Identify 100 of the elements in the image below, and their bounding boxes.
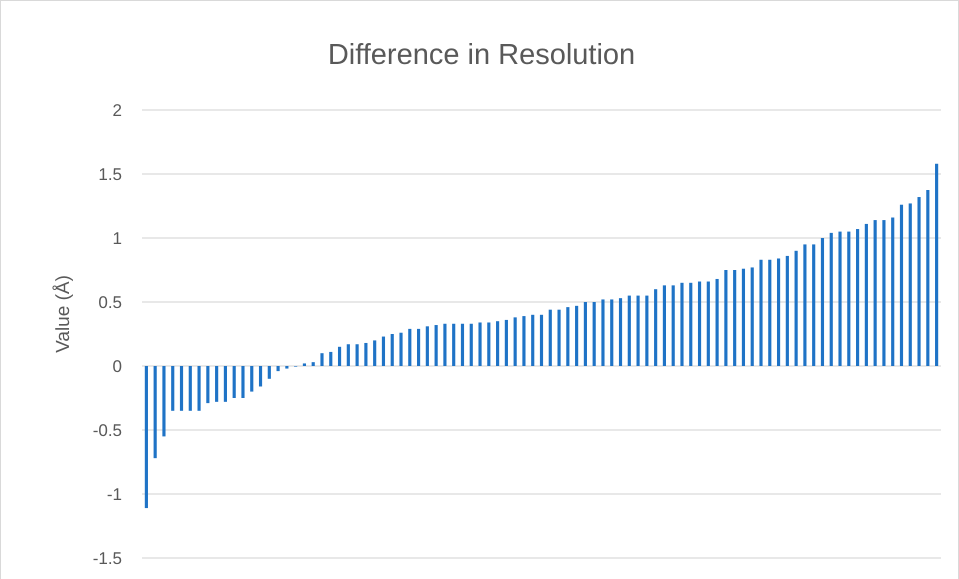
bar: [250, 366, 254, 392]
bar: [144, 366, 148, 508]
bar: [706, 282, 710, 366]
bar: [645, 296, 648, 366]
bar: [618, 298, 622, 366]
bar: [188, 366, 192, 411]
bar: [268, 366, 271, 379]
bar: [434, 325, 438, 366]
bar: [882, 220, 886, 366]
bar: [162, 366, 166, 436]
bar: [338, 346, 342, 366]
bar: [689, 282, 692, 366]
bar: [416, 328, 420, 366]
bar: [820, 238, 824, 366]
bar: [803, 244, 806, 366]
bar: [364, 342, 368, 366]
bar: [662, 285, 666, 366]
chart-title: Difference in Resolution: [328, 39, 636, 71]
bar: [232, 366, 236, 398]
bar: [716, 278, 719, 366]
bar: [329, 352, 332, 366]
bar: [838, 232, 842, 366]
bar: [672, 285, 675, 366]
bar: [856, 229, 860, 366]
y-axis-title: Value (Å): [52, 275, 74, 353]
bar: [346, 344, 350, 366]
bar: [312, 362, 315, 366]
bar: [786, 256, 789, 366]
bar: [891, 218, 894, 366]
bar: [460, 324, 464, 366]
bar: [426, 326, 429, 366]
bar: [241, 366, 245, 398]
bar: [154, 366, 157, 458]
bar: [926, 190, 930, 366]
bar: [514, 317, 517, 366]
bar: [522, 316, 526, 366]
bar: [390, 334, 394, 366]
y-tick-label: -1: [106, 484, 122, 504]
bar: [548, 310, 552, 366]
y-tick-label: 1: [112, 228, 122, 248]
bar: [592, 302, 596, 366]
bar: [917, 197, 921, 366]
bar: [197, 366, 201, 411]
bar: [874, 220, 877, 366]
bar: [724, 270, 728, 366]
bar: [680, 282, 684, 366]
bar: [575, 306, 578, 366]
bar: [698, 282, 702, 366]
bar: [180, 366, 184, 411]
bar: [487, 322, 490, 366]
bar: [557, 310, 561, 366]
y-tick-label: 0.5: [98, 292, 122, 312]
bar: [776, 258, 780, 366]
bar: [531, 314, 534, 366]
bar: [496, 321, 500, 366]
bar: [356, 344, 359, 366]
bar: [935, 164, 938, 366]
bar: [215, 366, 218, 402]
bar: [285, 366, 288, 369]
bar: [628, 296, 631, 366]
bar: [452, 324, 456, 366]
y-tick-label: 2: [112, 100, 122, 120]
bar: [540, 314, 544, 366]
bar: [171, 366, 174, 411]
bar: [373, 340, 376, 366]
bar: [224, 366, 227, 402]
bar: [759, 260, 763, 366]
bar: [302, 363, 306, 366]
bar: [504, 320, 508, 366]
bar: [794, 250, 798, 366]
bar: [276, 366, 280, 372]
bar: [258, 366, 262, 386]
bar: [654, 289, 658, 366]
bar: [470, 324, 473, 366]
bar: [443, 324, 446, 366]
bar: [812, 244, 816, 366]
bar: [830, 232, 833, 366]
bar: [320, 353, 324, 366]
y-tick-label: 0: [112, 356, 122, 376]
bar: [864, 224, 868, 366]
bar: [750, 267, 754, 366]
bar: [733, 270, 736, 366]
bar: [847, 232, 850, 366]
bar: [742, 268, 746, 366]
bar: [584, 302, 587, 366]
bar: [566, 307, 570, 366]
y-tick-label: 1.5: [98, 164, 122, 184]
bar: [382, 336, 386, 366]
bar: [908, 203, 912, 366]
bar: [610, 299, 614, 366]
bar: [478, 322, 482, 366]
bar: [206, 366, 210, 404]
y-tick-label: -0.5: [92, 420, 122, 440]
bar: [636, 296, 640, 366]
bar: [399, 332, 403, 366]
bar: [408, 328, 412, 366]
y-tick-label: -1.5: [92, 548, 122, 568]
bar: [900, 204, 904, 366]
bar: [601, 299, 605, 366]
bar: [768, 260, 772, 366]
